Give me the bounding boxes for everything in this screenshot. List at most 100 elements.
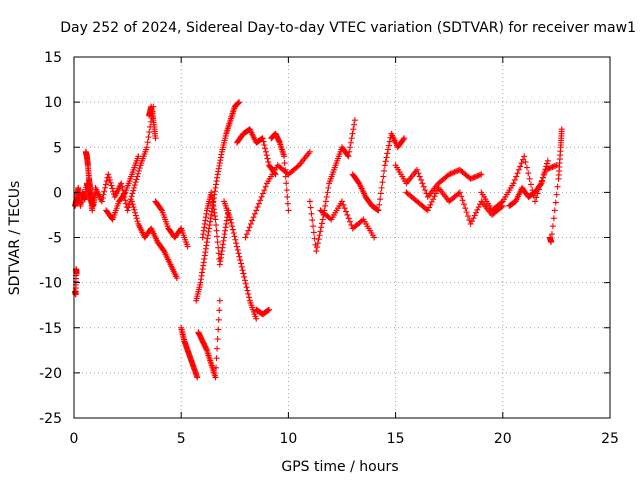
data-point — [377, 190, 384, 197]
data-point — [548, 231, 555, 238]
data-point — [106, 176, 113, 183]
data-point — [244, 287, 251, 294]
data-point — [323, 193, 330, 200]
y-tick-label: -25 — [39, 411, 62, 427]
data-point — [98, 198, 105, 205]
data-point — [558, 126, 565, 133]
chart-title: Day 252 of 2024, Sidereal Day-to-day VTE… — [60, 20, 636, 36]
data-point — [455, 190, 462, 197]
axis-ticks: 0 5 10 15 20 25 -25 -20 -15 -10 -5 0 5 10 15 — [39, 50, 619, 447]
data-point — [310, 229, 317, 236]
data-point — [245, 290, 252, 297]
data-point — [308, 210, 315, 217]
data-point — [548, 239, 555, 246]
data-point — [471, 174, 478, 181]
y-tick-label: 10 — [44, 95, 62, 111]
data-point — [310, 223, 317, 230]
data-point — [401, 135, 408, 142]
data-point — [464, 213, 471, 220]
data-point — [237, 257, 244, 264]
data-point — [447, 170, 454, 177]
data-point — [351, 121, 358, 128]
data-point — [129, 190, 136, 197]
data-point — [463, 209, 470, 216]
series-s8 — [152, 198, 191, 250]
data-point — [135, 167, 142, 174]
data-point — [346, 148, 353, 155]
data-point — [544, 157, 551, 164]
data-point — [281, 153, 288, 160]
data-point — [230, 229, 237, 236]
data-point — [254, 204, 261, 211]
data-point — [307, 204, 314, 211]
series-s22 — [403, 184, 506, 227]
data-point — [229, 226, 236, 233]
data-point — [513, 173, 520, 180]
data-point — [231, 233, 238, 240]
data-point — [452, 168, 459, 175]
data-point — [347, 144, 354, 151]
data-points — [72, 99, 565, 381]
data-point — [418, 176, 425, 183]
data-point — [325, 184, 332, 191]
data-point — [350, 126, 357, 133]
data-point — [184, 243, 191, 250]
data-point — [259, 135, 266, 142]
data-point — [158, 206, 165, 213]
data-point — [314, 244, 321, 251]
data-point — [473, 173, 479, 180]
y-tick-label: -5 — [48, 231, 62, 247]
series-s24 — [506, 157, 551, 209]
data-point — [131, 206, 138, 213]
series-s10 — [195, 297, 223, 381]
data-point — [236, 99, 243, 106]
series-s23 — [478, 153, 560, 214]
data-point — [309, 217, 316, 224]
data-point — [446, 171, 453, 178]
data-point — [385, 146, 392, 153]
series-s1 — [72, 180, 99, 209]
data-point — [229, 223, 236, 230]
data-point — [242, 280, 249, 287]
data-point — [552, 162, 559, 169]
data-point — [422, 187, 429, 194]
data-point — [215, 250, 222, 257]
data-point — [340, 201, 347, 208]
data-point — [173, 275, 180, 282]
data-point — [213, 355, 220, 362]
data-point — [213, 222, 220, 229]
data-point — [475, 172, 482, 179]
data-point — [450, 169, 457, 176]
data-point — [522, 158, 529, 165]
data-point — [468, 175, 475, 182]
data-point — [381, 162, 388, 169]
data-point — [194, 374, 201, 381]
data-point — [318, 224, 325, 231]
data-point — [246, 294, 253, 301]
data-point — [347, 139, 354, 146]
data-point — [108, 182, 115, 189]
data-point — [251, 210, 258, 217]
data-point — [521, 153, 528, 160]
y-tick-label: -20 — [39, 366, 62, 382]
data-point — [212, 374, 219, 381]
data-point — [265, 158, 272, 165]
data-point — [540, 174, 546, 181]
x-tick-label: 20 — [494, 431, 512, 447]
data-point — [542, 166, 549, 173]
data-point — [427, 201, 434, 208]
data-point — [537, 181, 544, 188]
data-point — [478, 171, 485, 178]
data-point — [128, 198, 135, 205]
data-point — [339, 198, 345, 205]
data-point — [378, 184, 385, 191]
data-point — [109, 185, 116, 192]
data-point — [135, 153, 142, 160]
data-point — [345, 215, 352, 222]
data-point — [102, 181, 109, 188]
data-point — [313, 248, 320, 255]
data-point — [451, 169, 458, 176]
data-point — [471, 212, 478, 219]
data-point — [233, 243, 240, 250]
